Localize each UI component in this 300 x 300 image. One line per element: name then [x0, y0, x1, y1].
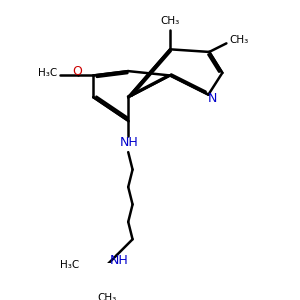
Text: CH₃: CH₃ — [229, 35, 248, 45]
Text: O: O — [72, 65, 82, 79]
Text: NH: NH — [120, 136, 139, 149]
Text: CH₃: CH₃ — [160, 16, 180, 26]
Text: NH: NH — [110, 254, 129, 267]
Text: H₃C: H₃C — [60, 260, 80, 270]
Text: CH₃: CH₃ — [98, 293, 117, 300]
Text: H₃C: H₃C — [38, 68, 58, 78]
Text: N: N — [208, 92, 218, 105]
